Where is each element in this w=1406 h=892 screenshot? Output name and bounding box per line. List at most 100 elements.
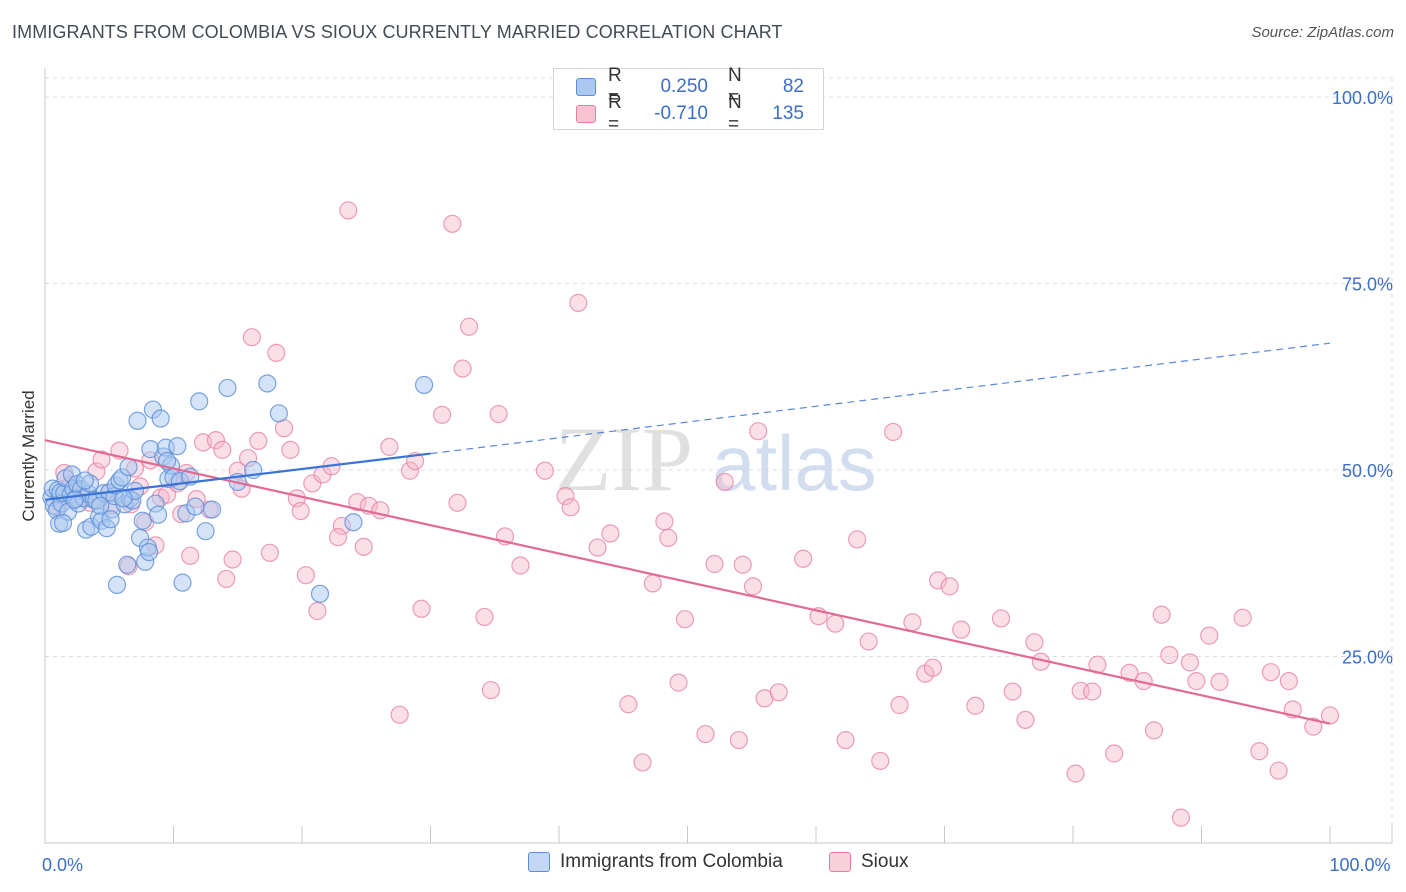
colombia-point xyxy=(128,411,147,430)
legend-label-sioux: Sioux xyxy=(861,851,909,872)
legend-swatch-blue xyxy=(528,852,550,872)
sioux-point xyxy=(1144,721,1164,740)
sioux-point xyxy=(348,492,367,512)
sioux-point xyxy=(448,493,467,512)
sioux-point xyxy=(859,632,878,651)
colombia-point xyxy=(107,575,127,594)
legend-n-value: 135 xyxy=(772,103,804,124)
sioux-point xyxy=(601,524,620,543)
sioux-point xyxy=(354,537,373,556)
sioux-point xyxy=(733,555,752,574)
sioux-point xyxy=(1261,663,1280,682)
sioux-point xyxy=(281,440,300,459)
sioux-point xyxy=(1200,626,1219,645)
colombia-point xyxy=(53,513,73,533)
sioux-point xyxy=(511,556,530,575)
sioux-point xyxy=(643,574,662,593)
sioux-point xyxy=(249,431,268,451)
sioux-point xyxy=(1304,717,1323,736)
sioux-point xyxy=(705,554,724,574)
sioux-point xyxy=(890,695,909,715)
colombia-point xyxy=(202,500,222,519)
colombia-point xyxy=(101,510,120,529)
sioux-point xyxy=(569,293,588,312)
sioux-point xyxy=(749,422,768,441)
watermark-zip: ZIP xyxy=(555,408,693,510)
sioux-point xyxy=(242,328,261,347)
sioux-point xyxy=(535,461,554,480)
sioux-point xyxy=(291,501,310,521)
sioux-point xyxy=(743,577,763,596)
sioux-point xyxy=(1180,653,1200,672)
legend-swatch-pink xyxy=(576,105,596,123)
trend-lines xyxy=(44,342,1331,725)
legend-item-colombia[interactable]: Immigrants from Colombia xyxy=(528,851,783,873)
sioux-point xyxy=(213,440,232,459)
colombia-point xyxy=(75,471,94,490)
sioux-point xyxy=(308,601,327,621)
sioux-point xyxy=(481,680,500,700)
legend-label-colombia: Immigrants from Colombia xyxy=(560,851,783,872)
sioux-point xyxy=(1187,672,1206,691)
y-tick-label: 100.0% xyxy=(1332,88,1393,108)
colombia-point xyxy=(148,505,168,524)
colombia-point xyxy=(173,573,192,592)
sioux-point xyxy=(303,474,322,493)
legend-n-label: N = xyxy=(728,92,742,135)
colombia-point xyxy=(269,404,288,423)
legend-r-value: -0.710 xyxy=(654,103,708,124)
sioux-point xyxy=(1016,710,1035,730)
colombia-trend-line xyxy=(44,452,431,501)
sioux-point xyxy=(400,461,420,480)
colombia-point xyxy=(133,511,152,530)
sioux-point xyxy=(966,696,985,715)
sioux-point xyxy=(453,359,472,378)
sioux-point xyxy=(715,472,734,492)
legend-item-sioux[interactable]: Sioux xyxy=(829,851,909,873)
sioux-point xyxy=(339,201,358,220)
colombia-point xyxy=(119,457,138,477)
watermark: ZIP atlas xyxy=(555,408,877,510)
sioux-point xyxy=(328,528,348,547)
sioux-point xyxy=(729,730,749,750)
sioux-point xyxy=(836,730,855,750)
colombia-point xyxy=(218,378,237,398)
sioux-point xyxy=(633,753,652,772)
sioux-point xyxy=(443,214,462,233)
sioux-point xyxy=(1105,744,1124,763)
legend-r-label: R = xyxy=(608,65,622,108)
legend-r-value: 0.250 xyxy=(660,76,708,97)
sioux-point xyxy=(1320,706,1340,725)
colombia-point xyxy=(310,584,330,603)
source-credit: Source: ZipAtlas.com xyxy=(1251,24,1394,41)
y-axis-label: Currently Married xyxy=(19,390,38,521)
sioux-point xyxy=(1152,605,1171,624)
colombia-point xyxy=(186,497,205,516)
colombia-trend-extension xyxy=(430,342,1331,455)
sioux-point xyxy=(1269,761,1288,780)
colombia-point xyxy=(151,409,170,428)
y-tick-label: 50.0% xyxy=(1342,461,1393,481)
sioux-point xyxy=(952,620,971,639)
sioux-point xyxy=(619,695,638,714)
legend-swatch-blue xyxy=(576,78,596,96)
legend-n-value: 82 xyxy=(782,76,804,97)
sioux-point xyxy=(380,437,399,456)
sioux-point xyxy=(92,450,111,469)
colombia-point xyxy=(168,437,187,456)
sioux-point xyxy=(588,538,607,557)
legend-r-label: R = xyxy=(608,92,622,135)
sioux-point xyxy=(1003,682,1022,701)
y-tick-label: 75.0% xyxy=(1342,275,1393,295)
colombia-point xyxy=(118,555,137,574)
sioux-point xyxy=(459,317,479,336)
colombia-point xyxy=(139,542,159,562)
series-legend: Immigrants from Colombia Sioux xyxy=(0,851,1406,877)
sioux-point xyxy=(1233,608,1252,627)
colombia-point xyxy=(414,375,434,395)
sioux-point xyxy=(769,683,788,702)
sioux-point xyxy=(561,498,580,517)
sioux-point xyxy=(794,549,813,568)
legend-n-label: N = xyxy=(728,65,742,108)
